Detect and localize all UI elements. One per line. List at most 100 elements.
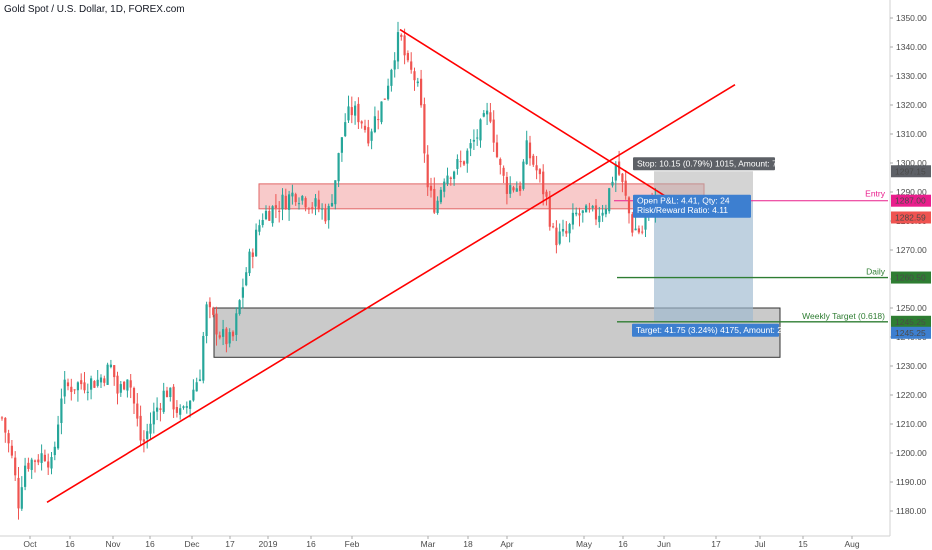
candle-down [637,228,640,233]
candle-up [156,407,159,412]
candle-down [420,78,423,106]
candle-down [489,112,492,122]
position-layer [614,171,888,322]
candle-down [317,199,320,210]
candle-up [393,60,396,70]
candle-down [538,169,541,175]
x-tick-label: 15 [798,539,808,549]
x-tick-label: 17 [225,539,235,549]
candle-down [462,161,466,165]
price-label-last: 1282.59 [895,212,926,222]
candle-down [132,388,136,404]
candle-down [218,335,221,338]
price-label-target2-bg [891,326,931,339]
candle-up [20,487,23,509]
candle-down [66,382,70,387]
candle-up [40,453,43,463]
candle-down [113,365,116,378]
candle-up [314,198,317,207]
candle-up [152,411,155,425]
candle-up [288,194,291,210]
candle-up [195,382,198,392]
candle-down [499,159,502,165]
candle-up [245,272,248,286]
candle-down [142,439,145,442]
price-label-entry: 1287.00 [895,196,926,206]
candle-down [360,121,363,124]
candle-up [634,228,637,231]
price-label-target: 1245.25 [895,317,926,327]
candle-up [261,219,264,226]
candle-up [238,300,241,314]
candle-down [93,381,96,388]
candle-up [416,81,419,84]
candle-up [255,229,258,257]
candle-down [324,208,327,222]
y-tick-label: 1200.00 [896,448,927,458]
candle-up [99,377,103,383]
candle-down [294,194,297,203]
candle-up [241,287,244,298]
y-tick-label: 1270.00 [896,245,927,255]
x-tick-label: 17 [711,539,721,549]
candle-down [641,231,644,233]
price-label-entry-bg [891,194,931,207]
price-label-target-bg [891,315,931,328]
candle-up [146,431,149,439]
candle-down [103,378,106,383]
candle-up [198,379,202,381]
candle-up [271,206,274,224]
candle-down [159,408,162,410]
candle-up [373,116,376,133]
candle-up [453,171,456,179]
candle-down [555,227,558,246]
price-label-daily-bg [891,271,931,284]
candle-up [264,210,268,220]
candle-up [301,195,304,201]
candle-down [429,185,433,191]
stop-info-box [633,157,775,171]
candle-up [390,69,393,86]
y-tick-label: 1340.00 [896,42,927,52]
candle-up [439,189,442,203]
x-tick-label: 2019 [259,539,278,549]
y-tick-label: 1330.00 [896,71,927,81]
y-tick-label: 1190.00 [896,477,926,487]
x-tick-label: Nov [105,539,121,549]
candle-down [631,214,634,233]
candle-down [363,125,367,130]
candle-down [80,380,83,385]
candle-down [139,415,142,441]
candle-down [502,167,505,176]
candle-down [627,197,631,214]
candle-down [172,386,175,410]
candle-down [37,459,40,463]
candle-up [334,180,337,205]
candle-down [588,208,591,210]
candle-down [624,180,627,196]
candle-down [129,380,132,388]
candle-down [0,417,4,419]
candle-up [558,231,561,244]
y-tick-label: 1210.00 [896,419,927,429]
candle-down [406,53,409,61]
pnl-info-text: Risk/Reward Ratio: 4.11 [637,205,728,215]
candle-down [413,71,416,81]
candle-down [383,98,386,100]
candle-up [57,424,60,449]
candle-up [575,212,578,215]
y-tick-label: 1230.00 [896,361,927,371]
candle-down [83,382,86,391]
candle-up [119,384,122,393]
candle-up [370,131,373,141]
x-tick-label: Apr [500,539,513,549]
candle-down [512,187,515,191]
candle-down [618,161,621,175]
candle-down [552,226,555,228]
candle-up [192,389,195,401]
candle-up [482,113,485,117]
candle-up [644,214,647,230]
candle-up [522,161,525,189]
